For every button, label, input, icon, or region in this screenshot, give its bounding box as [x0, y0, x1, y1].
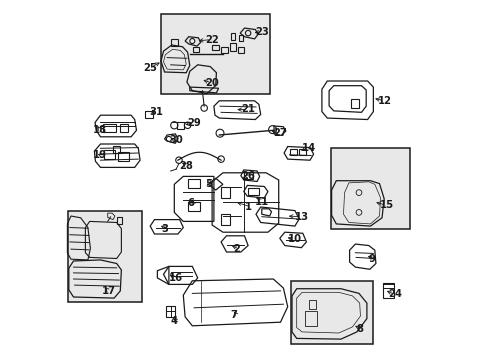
Bar	[238, 47, 244, 53]
Text: 24: 24	[387, 289, 402, 300]
Text: 16: 16	[168, 273, 183, 283]
Bar	[221, 47, 227, 53]
Bar	[118, 152, 129, 161]
Text: 11: 11	[255, 197, 269, 207]
Text: 15: 15	[379, 200, 393, 210]
Bar	[170, 39, 178, 46]
Text: 31: 31	[149, 107, 163, 117]
Bar	[166, 306, 175, 317]
Text: 5: 5	[204, 179, 211, 189]
Text: 6: 6	[186, 198, 194, 208]
Bar	[177, 122, 183, 129]
Bar	[161, 14, 269, 94]
Text: 21: 21	[241, 104, 254, 114]
Bar	[187, 179, 200, 188]
Text: 19: 19	[93, 150, 107, 160]
Bar	[117, 217, 122, 224]
Bar	[308, 300, 315, 309]
Bar	[247, 188, 258, 195]
Bar	[68, 211, 142, 302]
Text: 28: 28	[179, 161, 193, 171]
Text: 9: 9	[368, 254, 375, 264]
Text: 8: 8	[355, 324, 363, 334]
Bar	[244, 172, 253, 179]
Text: 22: 22	[204, 35, 218, 45]
Text: 2: 2	[232, 244, 240, 254]
Text: 23: 23	[255, 27, 268, 37]
Text: 3: 3	[162, 224, 168, 234]
Bar	[304, 311, 317, 326]
Bar	[298, 149, 305, 155]
Text: 14: 14	[302, 143, 316, 153]
Text: 25: 25	[143, 63, 157, 73]
Bar	[120, 124, 127, 132]
Text: 13: 13	[294, 212, 308, 222]
Bar	[221, 214, 230, 225]
Text: 7: 7	[230, 310, 237, 320]
Bar	[230, 43, 235, 51]
Bar	[231, 33, 234, 40]
Bar	[145, 111, 153, 118]
Bar	[192, 47, 199, 52]
Bar	[113, 146, 120, 153]
Text: 17: 17	[102, 286, 116, 296]
Bar	[187, 202, 200, 211]
Text: 1: 1	[244, 202, 251, 212]
Text: 29: 29	[186, 118, 200, 128]
Bar	[382, 283, 393, 298]
Text: 4: 4	[170, 316, 178, 326]
Bar	[239, 35, 242, 41]
Bar	[289, 149, 296, 155]
Text: 26: 26	[241, 171, 254, 181]
Bar	[351, 99, 359, 108]
Text: 12: 12	[377, 96, 391, 106]
Bar	[290, 281, 373, 344]
Bar	[212, 45, 219, 50]
Text: 30: 30	[168, 135, 183, 145]
Bar	[103, 124, 116, 132]
Bar	[104, 150, 115, 159]
Bar	[221, 187, 230, 198]
Text: 27: 27	[273, 128, 286, 138]
Bar	[330, 148, 409, 229]
Text: 10: 10	[287, 234, 301, 244]
Text: 18: 18	[93, 125, 107, 135]
Text: 20: 20	[204, 78, 218, 88]
